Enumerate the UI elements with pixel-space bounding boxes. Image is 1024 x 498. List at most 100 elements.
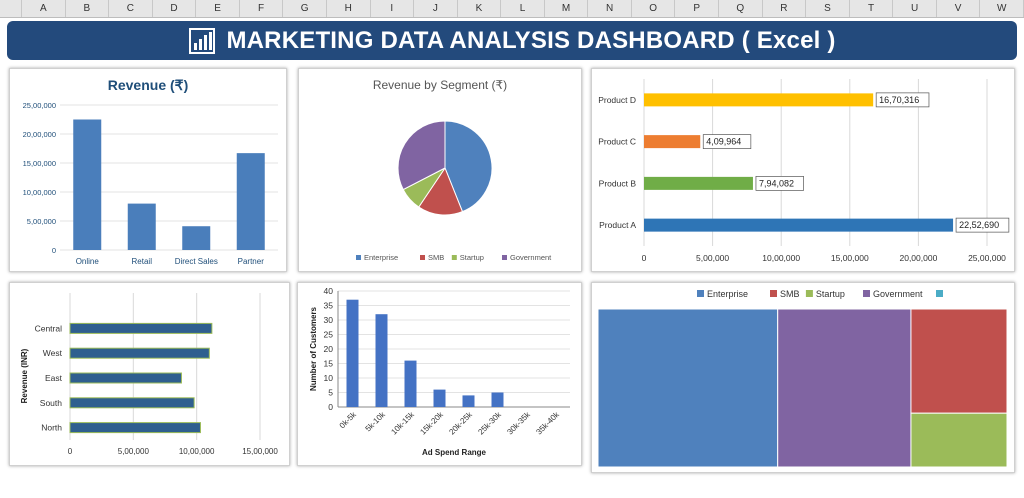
- bar-north: [69, 422, 201, 434]
- y-tick-label: 5,00,000: [27, 217, 56, 226]
- y-tick-label: 40: [324, 286, 334, 296]
- data-label-box: [875, 92, 930, 108]
- data-label-box: [755, 176, 804, 191]
- column-header-o[interactable]: O: [632, 0, 676, 17]
- y-tick-label: 30: [324, 315, 334, 325]
- adspend-histogram: 0 5 10 15 20 25 30 35 40 Number of Customers 0k-5k…: [309, 286, 570, 457]
- legend-swatch-government: [863, 290, 870, 297]
- dashboard-banner: MARKETING DATA ANALYSIS DASHBOARD ( Exce…: [7, 21, 1017, 60]
- products-bar-chart: 0 5,00,000 10,00,000 15,00,000 20,00,000 25,0…: [598, 79, 1010, 263]
- products-chart-panel[interactable]: 0 5,00,000 10,00,000 15,00,000 20,00,000 25,0…: [591, 68, 1015, 272]
- bar-5k-10k: [375, 314, 388, 407]
- bar-direct-sales: [182, 226, 211, 250]
- y-tick-label: Product B: [599, 178, 637, 188]
- x-axis-title: Ad Spend Range: [422, 448, 487, 457]
- y-tick-label: East: [45, 373, 63, 383]
- column-header-n[interactable]: N: [588, 0, 632, 17]
- bar-central: [69, 322, 213, 334]
- adspend-chart-panel[interactable]: 0 5 10 15 20 25 30 35 40 Number of Customers 0k-5k…: [297, 282, 582, 466]
- column-header-r[interactable]: R: [763, 0, 807, 17]
- column-header-e[interactable]: E: [196, 0, 240, 17]
- pie-slice-enterprise: [444, 120, 493, 213]
- bar-east: [69, 372, 182, 384]
- legend-swatch-smb: [420, 255, 425, 260]
- column-header-p[interactable]: P: [675, 0, 720, 17]
- column-header-c[interactable]: C: [109, 0, 153, 17]
- segment-pie-panel[interactable]: Revenue by Segment (₹) Enterprise SMB Start…: [298, 68, 582, 272]
- legend-swatch-enterprise: [697, 290, 704, 297]
- column-header-g[interactable]: G: [283, 0, 327, 17]
- bar-product-b: [644, 176, 753, 190]
- x-tick-label: 0: [68, 447, 73, 456]
- bar-online: [73, 119, 102, 250]
- segment-treemap: Enterprise SMB Startup Government: [597, 289, 1008, 468]
- x-tick-label: 30k-35k: [505, 409, 532, 436]
- data-label: 16,70,316: [879, 95, 919, 105]
- column-header-m[interactable]: M: [545, 0, 589, 17]
- legend-swatch-smb: [770, 290, 777, 297]
- column-header-s[interactable]: S: [806, 0, 850, 17]
- legend-label: Government: [510, 253, 552, 262]
- x-tick-label: 0: [642, 253, 647, 263]
- column-header-w[interactable]: W: [980, 0, 1024, 17]
- column-header-q[interactable]: Q: [719, 0, 763, 17]
- bar-20k-25k: [462, 395, 475, 407]
- column-header-i[interactable]: I: [371, 0, 415, 17]
- y-tick-label: 20: [324, 344, 334, 354]
- y-tick-label: Central: [35, 323, 63, 333]
- chart-title: Revenue by Segment (₹): [373, 78, 507, 92]
- x-tick-label: 35k-40k: [534, 409, 561, 436]
- column-header-k[interactable]: K: [458, 0, 502, 17]
- y-tick-label: 25: [324, 330, 334, 340]
- legend-label: Government: [873, 289, 923, 299]
- column-header-l[interactable]: L: [501, 0, 545, 17]
- y-tick-label: 15,00,000: [23, 159, 56, 168]
- bar-15k-20k: [433, 389, 446, 407]
- y-tick-label: 15: [324, 359, 334, 369]
- column-header-t[interactable]: T: [850, 0, 894, 17]
- regions-bar-chart: 0 5,00,000 10,00,000 15,00,000 Revenue (INR)…: [20, 293, 278, 456]
- column-header-j[interactable]: J: [414, 0, 458, 17]
- bar-0k-5k: [346, 299, 359, 407]
- bar-product-c: [644, 135, 701, 149]
- y-tick-label: 5: [328, 388, 333, 398]
- data-label: 7,94,082: [759, 178, 794, 188]
- bar-south: [69, 397, 195, 409]
- chart-icon: [189, 27, 216, 54]
- data-label-box: [702, 134, 752, 149]
- x-tick-label: 15k-20k: [418, 409, 445, 436]
- y-tick-label: 35: [324, 301, 334, 311]
- regions-chart-panel[interactable]: 0 5,00,000 10,00,000 15,00,000 Revenue (INR)…: [9, 282, 290, 466]
- data-label: 22,52,690: [959, 220, 999, 230]
- column-header-v[interactable]: V: [937, 0, 981, 17]
- legend-swatch-startup: [805, 290, 813, 297]
- data-label: 4,09,964: [706, 137, 741, 147]
- legend-label: Enterprise: [364, 253, 398, 262]
- x-tick-label: 5,00,000: [696, 253, 729, 263]
- select-all-corner[interactable]: [0, 0, 22, 17]
- x-tick-label: 5k-10k: [364, 409, 388, 433]
- y-tick-label: Product A: [599, 220, 636, 230]
- treemap-tile-government: [777, 308, 912, 468]
- data-label-box: [955, 217, 1010, 233]
- column-header-u[interactable]: U: [893, 0, 937, 17]
- pie-slice-smb: [418, 166, 464, 216]
- legend-label: Enterprise: [707, 289, 748, 299]
- y-tick-label: South: [40, 398, 62, 408]
- column-header-b[interactable]: B: [66, 0, 110, 17]
- x-tick-label: 5,00,000: [118, 447, 150, 456]
- legend-swatch-enterprise: [356, 255, 361, 260]
- x-tick-label: 0k-5k: [338, 409, 359, 430]
- bar-product-d: [644, 93, 874, 107]
- column-header-a[interactable]: A: [22, 0, 66, 17]
- column-header-d[interactable]: D: [153, 0, 197, 17]
- column-header-h[interactable]: H: [327, 0, 371, 17]
- y-tick-label: 0: [52, 246, 56, 255]
- treemap-panel[interactable]: Enterprise SMB Startup Government: [591, 282, 1015, 473]
- x-tick-label: Retail: [132, 257, 153, 266]
- x-tick-label: 20k-25k: [447, 409, 474, 436]
- column-header-f[interactable]: F: [240, 0, 284, 17]
- revenue-chart-panel[interactable]: Revenue (₹) 0 5,00,000 10,00,000 15,00,000 20…: [9, 68, 287, 272]
- legend-label: SMB: [428, 253, 444, 262]
